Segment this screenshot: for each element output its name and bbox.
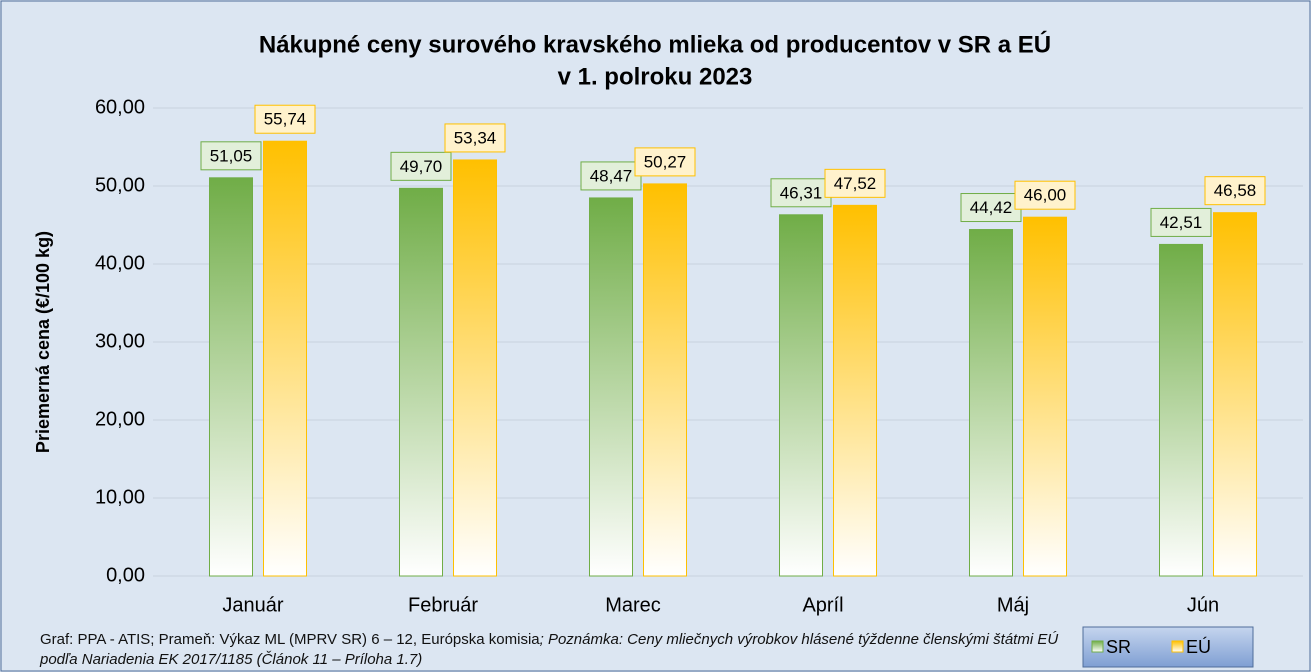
y-tick-label: 60,00	[95, 96, 145, 118]
bar	[399, 187, 443, 577]
legend-swatch	[1171, 640, 1184, 653]
value-label: 49,70	[400, 157, 443, 176]
value-label-box	[824, 168, 886, 198]
note: ; Poznámka: Ceny mliečnych výrobkov hlás…	[40, 631, 1059, 668]
value-label: 51,05	[210, 146, 253, 165]
y-tick-label: 50,00	[95, 174, 145, 196]
chart-title: Nákupné ceny surového kravského mlieka o…	[259, 30, 1051, 58]
value-label-box	[444, 123, 506, 153]
y-axis-label: Priemerná cena (€/100 kg)	[33, 231, 53, 453]
bar	[779, 214, 823, 577]
bar	[833, 204, 877, 577]
y-tick-label: 40,00	[95, 252, 145, 274]
source: Graf: PPA - ATIS; Prameň: Výkaz ML (MPRV…	[40, 631, 540, 648]
footnote: Graf: PPA - ATIS; Prameň: Výkaz ML (MPRV…	[40, 630, 1070, 670]
legend-label: SR	[1106, 637, 1131, 657]
value-label-box	[390, 151, 452, 181]
x-tick-label: Jún	[1187, 594, 1219, 616]
bar	[1159, 243, 1203, 577]
value-label: 53,34	[454, 128, 497, 147]
value-label-box	[254, 104, 316, 134]
value-label: 46,31	[780, 183, 823, 202]
y-tick-label: 30,00	[95, 330, 145, 352]
bar	[589, 197, 633, 577]
legend-label: EÚ	[1186, 636, 1211, 657]
value-label: 46,00	[1024, 186, 1067, 205]
y-tick-label: 20,00	[95, 408, 145, 430]
value-label-box	[770, 178, 832, 208]
value-label-box	[634, 147, 696, 177]
value-label: 55,74	[264, 110, 307, 129]
bar	[969, 229, 1013, 577]
y-tick-label: 10,00	[95, 486, 145, 508]
value-label: 50,27	[644, 152, 687, 171]
legend-box	[1082, 626, 1254, 668]
value-label: 48,47	[590, 166, 633, 185]
value-label: 46,58	[1214, 181, 1257, 200]
value-label-box	[1014, 180, 1076, 210]
value-label: 47,52	[834, 174, 877, 193]
value-label: 44,42	[970, 198, 1013, 217]
chart-title: v 1. polroku 2023	[558, 63, 753, 90]
x-tick-label: Marec	[605, 594, 661, 616]
value-label-box	[1150, 207, 1212, 237]
bar	[643, 183, 687, 577]
value-label-box	[200, 141, 262, 171]
y-tick-label: 0,00	[106, 564, 145, 586]
x-tick-label: Apríl	[802, 594, 843, 616]
bar	[209, 177, 253, 577]
bar	[1023, 216, 1067, 577]
x-tick-label: Január	[222, 594, 283, 616]
x-tick-label: Február	[408, 594, 478, 616]
legend-swatch	[1091, 640, 1104, 653]
value-label: 42,51	[1160, 213, 1203, 232]
bar	[263, 140, 307, 577]
value-label-box	[960, 193, 1022, 223]
x-tick-label: Máj	[997, 594, 1029, 616]
bar	[453, 159, 497, 577]
value-label-box	[1204, 176, 1266, 206]
bar	[1213, 212, 1257, 577]
